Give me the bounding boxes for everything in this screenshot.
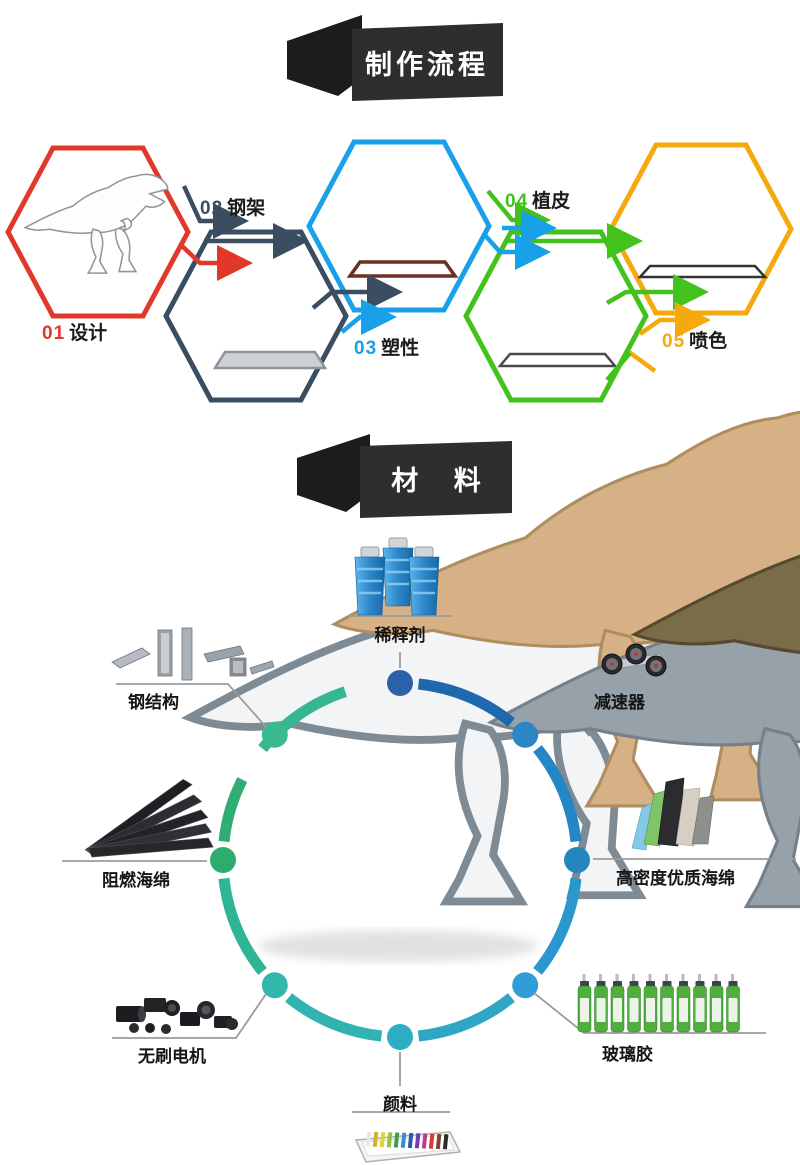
material-label-glass-glue: 玻璃胶 <box>602 1045 653 1064</box>
ring-node <box>261 721 288 748</box>
materials-section-title: 材 料 <box>391 465 495 496</box>
ring-segment <box>218 777 248 843</box>
ring-node <box>564 847 590 873</box>
step-name: 喷色 <box>689 331 728 352</box>
flow-arrow-yellow <box>638 302 711 338</box>
step-number: 02 <box>200 198 224 219</box>
process-hexagon-03 <box>306 139 492 313</box>
step-name: 植皮 <box>532 191 571 212</box>
flow-line-green <box>605 351 632 382</box>
dinosaur-skinned <box>490 352 800 907</box>
material-label-steel-structure: 钢结构 <box>128 693 179 712</box>
ring-segment <box>533 745 582 843</box>
step-name: 塑性 <box>381 338 420 359</box>
connector-lines <box>62 615 796 1113</box>
ring-segment <box>285 993 383 1042</box>
material-label-thinner: 稀释剂 <box>374 626 426 645</box>
connector-line <box>533 683 680 728</box>
step-number: 04 <box>505 191 529 212</box>
ring-node <box>261 972 288 999</box>
thinner-bottles-icon <box>354 537 440 616</box>
colored-foam-icon <box>631 777 715 851</box>
ring-node <box>387 1024 413 1050</box>
process-hexagon-05 <box>608 142 794 316</box>
step-number: 01 <box>42 323 66 344</box>
connector-line <box>533 992 766 1034</box>
process-section-title: 制作流程 <box>365 49 489 80</box>
step-label-05: 05 喷色 <box>662 326 727 353</box>
flow-arrow-blue <box>481 231 551 270</box>
material-label-pigment: 颜料 <box>383 1095 417 1114</box>
step-label-01: 01 设计 <box>42 318 107 345</box>
sealant-cartridges-icon <box>577 973 740 1033</box>
paint-tube-set-icon <box>354 1131 462 1163</box>
material-label-reducer: 减速器 <box>594 693 645 712</box>
ring-node <box>512 972 539 999</box>
process-hexagon-04 <box>463 229 649 403</box>
ring-nodes <box>210 670 590 1050</box>
gear-reducer-icon <box>601 643 667 677</box>
steel-profiles-icon <box>111 627 275 681</box>
ring-segment <box>417 678 515 727</box>
dinosaur-sketch <box>24 173 169 274</box>
dinosaur-steel-frame <box>190 350 768 902</box>
process-hexagon-02 <box>163 229 349 403</box>
material-label-brushless-motor: 无刷电机 <box>138 1047 206 1066</box>
black-foam-icon <box>84 779 214 858</box>
step-label-02: 02 钢架 <box>200 193 265 220</box>
ring-node <box>210 847 236 873</box>
ring-segment <box>533 877 582 975</box>
ring-node <box>512 721 539 748</box>
materials-ring <box>218 678 582 1042</box>
connector-line <box>116 683 267 728</box>
t-rex-photo <box>258 930 538 962</box>
brushless-motors-icon <box>116 998 238 1034</box>
dinosaur-painted <box>634 264 800 819</box>
material-label-fr-foam: 阻燃海绵 <box>102 871 170 890</box>
dinosaur-foam-sculpt <box>334 260 800 806</box>
process-hexagon-01 <box>5 145 191 319</box>
ring-segment <box>218 877 267 975</box>
ring-node <box>387 670 413 696</box>
connector-line <box>112 993 267 1039</box>
step-number: 03 <box>354 338 378 359</box>
flow-arrows <box>180 185 711 382</box>
step-number: 05 <box>662 331 686 352</box>
material-label-hd-foam: 高密度优质海绵 <box>616 869 735 888</box>
step-label-04: 04 植皮 <box>505 186 570 213</box>
flow-arrow-blue <box>340 299 397 335</box>
materials-banner-ribbon <box>297 434 512 518</box>
flow-arrow-navy <box>181 185 249 239</box>
step-name: 钢架 <box>227 198 266 219</box>
ring-segment <box>417 993 515 1042</box>
step-name: 设计 <box>69 323 108 344</box>
flow-arrow-green <box>605 274 709 310</box>
step-label-03: 03 塑性 <box>354 333 419 360</box>
flow-arrow-navy <box>311 274 403 310</box>
flow-line-yellow <box>627 350 657 373</box>
process-banner-ribbon <box>287 15 503 101</box>
flow-arrow-red <box>180 244 253 281</box>
